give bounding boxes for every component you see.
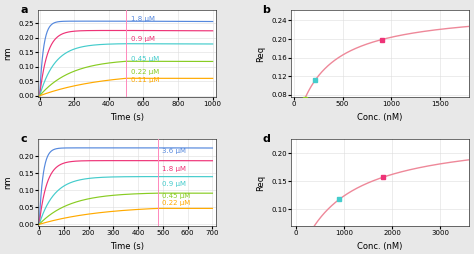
Text: b: b: [263, 5, 270, 15]
Y-axis label: nm: nm: [3, 47, 12, 60]
Text: a: a: [20, 5, 27, 15]
Text: 0.45 μM: 0.45 μM: [162, 193, 190, 199]
Text: 1.8 μM: 1.8 μM: [162, 166, 186, 172]
Text: 1.8 μM: 1.8 μM: [131, 16, 155, 22]
Text: 0.9 μM: 0.9 μM: [131, 36, 155, 42]
Y-axis label: Req: Req: [256, 174, 265, 190]
Text: 3.6 μM: 3.6 μM: [162, 148, 186, 154]
X-axis label: Conc. (nM): Conc. (nM): [357, 113, 403, 122]
Text: 0.22 μM: 0.22 μM: [131, 69, 160, 75]
X-axis label: Time (s): Time (s): [110, 242, 144, 251]
Text: d: d: [263, 134, 270, 144]
Y-axis label: Req: Req: [256, 46, 265, 62]
Text: 0.9 μM: 0.9 μM: [162, 181, 186, 187]
Text: 0.22 μM: 0.22 μM: [162, 200, 190, 206]
X-axis label: Conc. (nM): Conc. (nM): [357, 242, 403, 251]
X-axis label: Time (s): Time (s): [110, 113, 144, 122]
Text: 0.11 μM: 0.11 μM: [131, 77, 160, 83]
Text: 0.45 μM: 0.45 μM: [131, 56, 160, 62]
Text: c: c: [20, 134, 27, 144]
Y-axis label: nm: nm: [3, 176, 12, 189]
